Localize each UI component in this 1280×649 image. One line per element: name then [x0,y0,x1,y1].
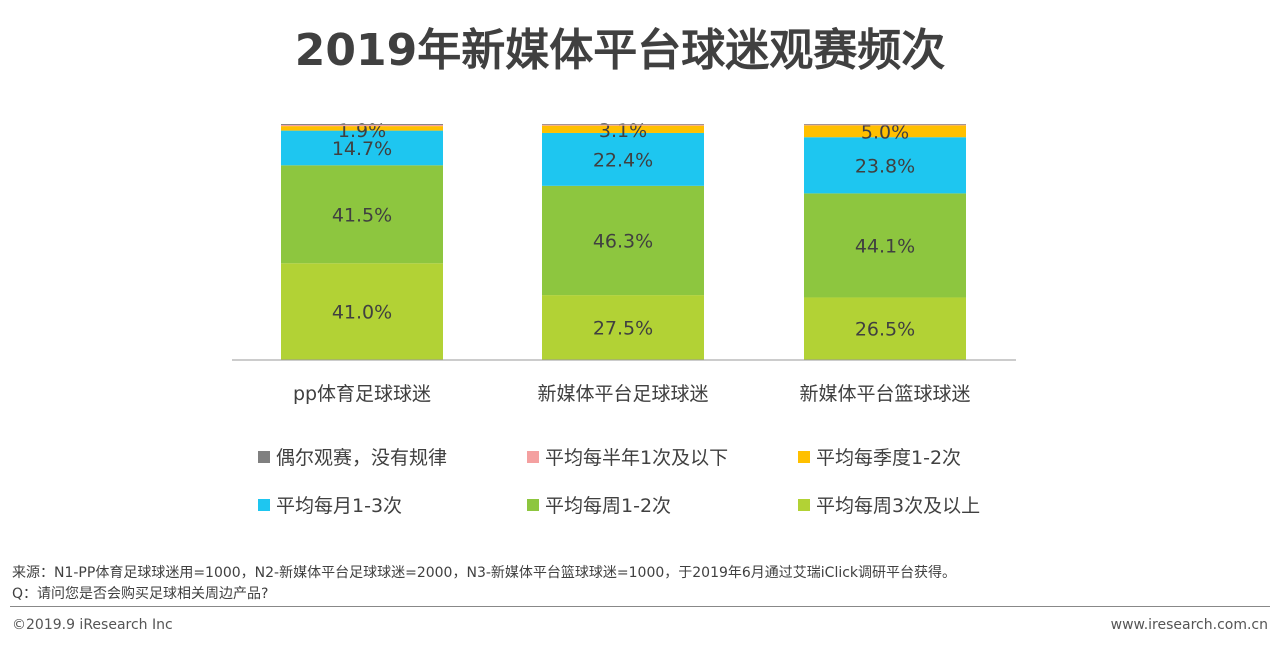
legend-swatch [258,498,270,511]
chart-title: 2019年新媒体平台球迷观赛频次 [294,25,946,76]
data-label: 5.0% [861,121,909,143]
data-label: 26.5% [855,319,915,341]
legend-label: 平均每半年1次及以下 [545,447,729,469]
question-text: Q：请问您是否会购买足球相关周边产品? [12,586,269,602]
data-label: 41.0% [332,302,392,324]
bar-segment [281,130,443,166]
website: www.iresearch.com.cn [1110,617,1268,633]
legend-swatch [258,450,270,463]
legend-item: 平均每周3次及以上 [798,491,980,518]
legend-swatch [798,450,810,463]
data-label: 1.9% [338,120,386,142]
data-label: 41.5% [332,204,392,226]
category-label: pp体育足球球迷 [293,383,431,405]
bar-segment [281,263,443,360]
data-label: 27.5% [593,318,653,340]
data-label: 3.1% [599,120,647,142]
bar-segment [281,126,443,131]
bar-segment [542,185,704,296]
legend-swatch [798,498,810,511]
stacked-bar-chart: 41.0% 41.5% 14.7%1.9% pp体育足球球迷 27.5% 46.3% 22.… [232,120,1016,405]
bar-segment [804,137,966,194]
legend-item: 平均每月1-3次 [258,491,402,518]
legend-swatch [527,498,539,511]
category-label: 新媒体平台足球球迷 [537,383,708,405]
bar-segment [542,295,704,360]
legend-item: 平均每周1-2次 [527,491,671,518]
footer-divider [10,606,1270,607]
bar-segment [804,297,966,360]
category-label: 新媒体平台篮球球迷 [799,383,970,405]
legend-label: 偶尔观赛，没有规律 [276,447,448,469]
bar-segment [804,193,966,298]
legend-label: 平均每季度1-2次 [816,447,962,469]
legend-label: 平均每周1-2次 [545,495,672,517]
copyright: ©2019.9 iResearch Inc [12,617,173,633]
bar-segment [542,124,704,125]
legend-label: 平均每周3次及以上 [816,495,981,517]
bar-segment [804,124,966,125]
data-label: 23.8% [855,155,915,177]
bar-segment [281,124,443,127]
bar-segment [542,125,704,133]
bar-segment [542,132,704,186]
bar-segment [804,124,966,126]
data-label: 22.4% [593,149,653,171]
data-label: 44.1% [855,235,915,257]
bar-segment [281,124,443,125]
data-label: 14.7% [332,138,392,160]
legend-item: 偶尔观赛，没有规律 [258,443,447,470]
bar-segment [542,124,704,126]
data-label: 46.3% [593,230,653,252]
legend-item: 平均每半年1次及以下 [527,443,728,470]
legend-swatch [527,450,539,463]
legend-label: 平均每月1-3次 [276,495,403,517]
legend-item: 平均每季度1-2次 [798,443,961,470]
bar-segment [281,165,443,264]
source-note: 来源：N1-PP体育足球球迷用=1000，N2-新媒体平台足球球迷=2000，N… [12,563,956,605]
bar-segment [804,125,966,138]
source-text: 来源：N1-PP体育足球球迷用=1000，N2-新媒体平台足球球迷=2000，N… [12,565,957,581]
